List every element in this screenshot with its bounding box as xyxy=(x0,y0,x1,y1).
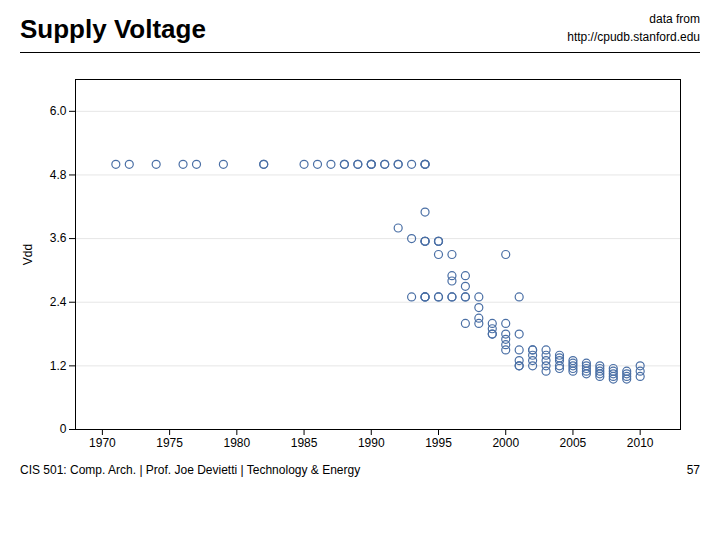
html-text:Supply Voltage: Supply Voltage xyxy=(20,14,206,44)
svg-text:1980: 1980 xyxy=(223,436,250,450)
svg-text:1990: 1990 xyxy=(358,436,385,450)
html-text:data from: data from xyxy=(649,12,700,26)
html-text:CIS 501: Comp. Arch. | Prof. J: CIS 501: Comp. Arch. | Prof. Joe Deviett… xyxy=(20,463,361,477)
svg-text:2.4: 2.4 xyxy=(50,295,67,309)
svg-text:1970: 1970 xyxy=(89,436,116,450)
svg-text:2000: 2000 xyxy=(492,436,519,450)
svg-text:6.0: 6.0 xyxy=(50,104,67,118)
html-text:57: 57 xyxy=(686,463,700,477)
svg-text:1985: 1985 xyxy=(291,436,318,450)
html-text:http://cpudb.stanford.edu: http://cpudb.stanford.edu xyxy=(567,30,700,44)
svg-text:4.8: 4.8 xyxy=(50,168,67,182)
svg-text:Vdd: Vdd xyxy=(21,244,35,265)
svg-text:0: 0 xyxy=(60,422,67,436)
svg-text:1.2: 1.2 xyxy=(50,359,67,373)
svg-text:3.6: 3.6 xyxy=(50,231,67,245)
svg-text:1975: 1975 xyxy=(156,436,183,450)
svg-text:1995: 1995 xyxy=(425,436,452,450)
svg-text:2010: 2010 xyxy=(627,436,654,450)
svg-text:2005: 2005 xyxy=(560,436,587,450)
